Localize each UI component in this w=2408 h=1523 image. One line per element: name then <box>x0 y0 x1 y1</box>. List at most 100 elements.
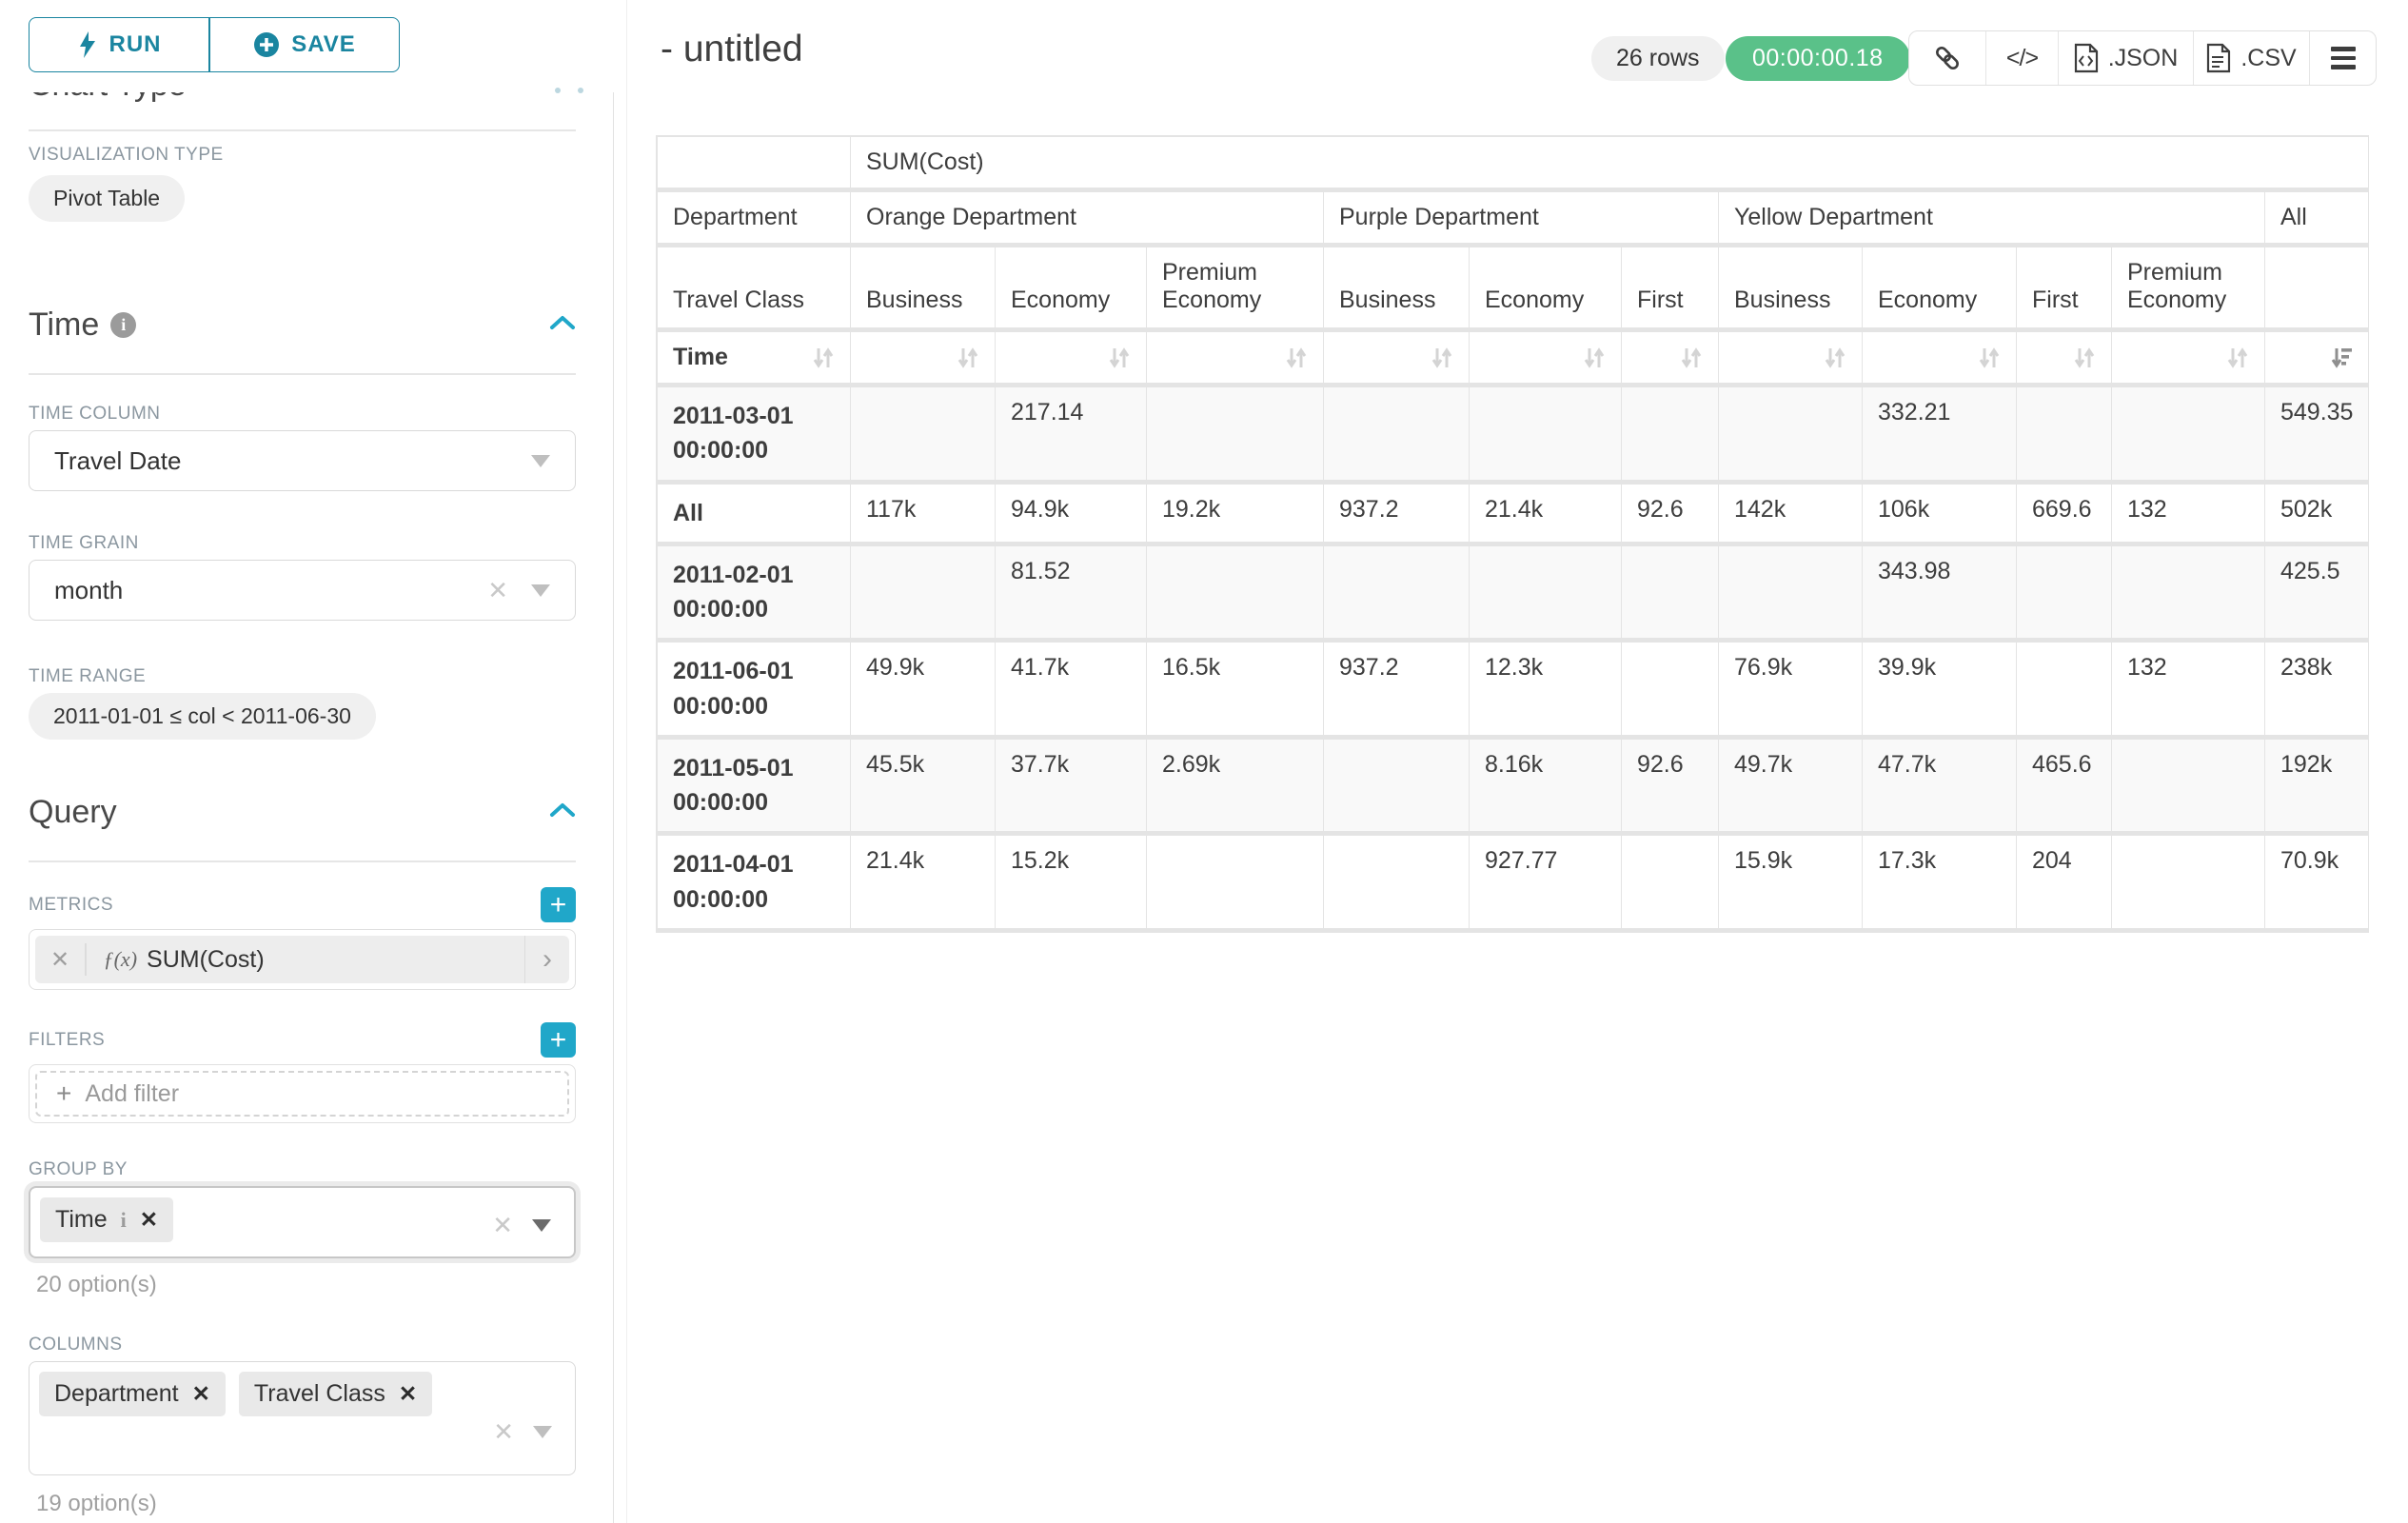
sort-header[interactable] <box>1622 332 1719 387</box>
remove-tag-icon[interactable]: ✕ <box>191 1381 210 1406</box>
value-cell <box>2112 836 2265 933</box>
sort-header[interactable] <box>1147 332 1324 387</box>
sort-header[interactable] <box>1863 332 2017 387</box>
time-grain-select[interactable]: month ✕ <box>29 560 576 621</box>
sort-header[interactable] <box>1470 332 1622 387</box>
sort-header[interactable] <box>2017 332 2112 387</box>
caret-down-icon[interactable] <box>532 1219 551 1232</box>
selected-option-tag[interactable]: Travel Class ✕ <box>238 1372 433 1416</box>
sort-arrows-icon[interactable] <box>1680 346 1703 370</box>
column-header[interactable]: Business <box>851 247 996 332</box>
value-cell <box>1622 545 1719 643</box>
pivot-table: SUM(Cost) Department Orange Department Purp… <box>656 135 2370 933</box>
value-cell: 465.6 <box>2017 739 2112 837</box>
sort-descending-icon[interactable] <box>2330 346 2353 370</box>
row-header[interactable]: All <box>656 484 851 546</box>
more-options-button[interactable] <box>2309 31 2376 85</box>
export-csv-button[interactable]: .CSV <box>2193 31 2309 85</box>
selected-option-tag[interactable]: Time i ✕ <box>40 1197 174 1242</box>
sort-header[interactable] <box>851 332 996 387</box>
column-group-header[interactable]: All <box>2265 192 2370 247</box>
sort-arrows-icon[interactable] <box>2226 346 2249 370</box>
section-divider <box>29 373 576 375</box>
viz-type-pill[interactable]: Pivot Table <box>29 175 186 222</box>
embed-code-button[interactable]: </> <box>1985 31 2058 85</box>
row-header[interactable]: 2011-03-01 00:00:00 <box>656 387 851 485</box>
query-section-header[interactable]: Query <box>29 794 576 831</box>
column-header[interactable]: Premium Economy <box>1147 247 1324 332</box>
add-filter-dropzone[interactable]: + Add filter <box>35 1071 569 1117</box>
sort-arrows-icon[interactable] <box>1583 346 1606 370</box>
row-header[interactable]: 2011-04-01 00:00:00 <box>656 836 851 933</box>
value-cell: 502k <box>2265 484 2370 546</box>
sort-header[interactable] <box>1324 332 1470 387</box>
group-by-select[interactable]: Time i ✕ ✕ <box>29 1186 576 1258</box>
filters-box: + Add filter <box>29 1064 576 1123</box>
sort-arrows-icon[interactable] <box>1824 346 1846 370</box>
sort-arrows-icon[interactable] <box>812 346 835 370</box>
column-header[interactable]: Economy <box>1863 247 2017 332</box>
value-cell: 16.5k <box>1147 643 1324 740</box>
column-header[interactable]: Business <box>1719 247 1863 332</box>
column-header[interactable]: Premium Economy <box>2112 247 2265 332</box>
chevron-up-icon[interactable] <box>549 314 576 336</box>
row-header[interactable]: 2011-05-01 00:00:00 <box>656 739 851 837</box>
row-header[interactable]: 2011-06-01 00:00:00 <box>656 643 851 740</box>
clear-icon[interactable]: ✕ <box>492 1211 513 1239</box>
column-header[interactable]: Economy <box>996 247 1147 332</box>
time-range-pill[interactable]: 2011-01-01 ≤ col < 2011-06-30 <box>29 693 376 740</box>
sort-arrows-icon[interactable] <box>2073 346 2096 370</box>
remove-tag-icon[interactable]: ✕ <box>398 1381 418 1406</box>
run-button[interactable]: RUN <box>29 17 209 72</box>
clear-icon[interactable]: ✕ <box>487 576 508 604</box>
value-cell <box>1147 545 1324 643</box>
caret-down-icon[interactable] <box>533 1426 552 1438</box>
metrics-box: ✕ ƒ(x) SUM(Cost) › <box>29 929 576 990</box>
sort-header[interactable] <box>1719 332 1863 387</box>
panel-resize-handle[interactable] <box>555 88 583 93</box>
column-header[interactable]: Business <box>1324 247 1470 332</box>
sort-arrows-icon[interactable] <box>1285 346 1308 370</box>
remove-metric-icon[interactable]: ✕ <box>50 946 70 973</box>
travel-class-axis-label: Travel Class <box>656 247 851 332</box>
metric-pill[interactable]: ✕ ƒ(x) SUM(Cost) › <box>35 936 569 983</box>
add-filter-button[interactable]: + <box>541 1022 576 1058</box>
time-column-select[interactable]: Travel Date <box>29 430 576 491</box>
sort-descending-header[interactable] <box>2265 332 2370 387</box>
value-cell: 142k <box>1719 484 1863 546</box>
column-header[interactable]: Economy <box>1470 247 1622 332</box>
add-metric-button[interactable]: + <box>541 887 576 922</box>
value-cell <box>1719 387 1863 485</box>
chevron-up-icon[interactable] <box>549 801 576 823</box>
sort-header[interactable] <box>2112 332 2265 387</box>
column-group-header[interactable]: Orange Department <box>851 192 1324 247</box>
columns-select[interactable]: Department ✕ Travel Class ✕ ✕ <box>29 1361 576 1475</box>
row-header[interactable]: 2011-02-01 00:00:00 <box>656 545 851 643</box>
save-button[interactable]: SAVE <box>209 17 400 72</box>
chevron-right-icon[interactable]: › <box>524 936 569 983</box>
column-header[interactable]: First <box>2017 247 2112 332</box>
value-cell: 41.7k <box>996 643 1147 740</box>
clear-icon[interactable]: ✕ <box>493 1417 514 1446</box>
sort-arrows-icon[interactable] <box>957 346 979 370</box>
link-icon <box>1936 47 1959 69</box>
value-cell: 15.2k <box>996 836 1147 933</box>
hamburger-icon <box>2330 47 2356 69</box>
column-group-header[interactable]: Purple Department <box>1324 192 1719 247</box>
chart-title[interactable]: - untitled <box>661 29 803 69</box>
column-group-header[interactable]: Yellow Department <box>1719 192 2265 247</box>
sort-header[interactable] <box>996 332 1147 387</box>
row-axis-sort-header[interactable]: Time <box>656 332 851 387</box>
share-link-button[interactable] <box>1909 31 1985 85</box>
sort-arrows-icon[interactable] <box>1978 346 2001 370</box>
sort-arrows-icon[interactable] <box>1108 346 1131 370</box>
selected-option-tag[interactable]: Department ✕ <box>39 1372 226 1416</box>
time-section-header[interactable]: Time i <box>29 307 576 344</box>
remove-tag-icon[interactable]: ✕ <box>139 1207 159 1232</box>
export-json-button[interactable]: .JSON <box>2058 31 2193 85</box>
group-by-option-count: 20 option(s) <box>36 1272 157 1297</box>
sort-arrows-icon[interactable] <box>1431 346 1453 370</box>
value-cell: 343.98 <box>1863 545 2017 643</box>
value-cell <box>2017 387 2112 485</box>
column-header[interactable]: First <box>1622 247 1719 332</box>
